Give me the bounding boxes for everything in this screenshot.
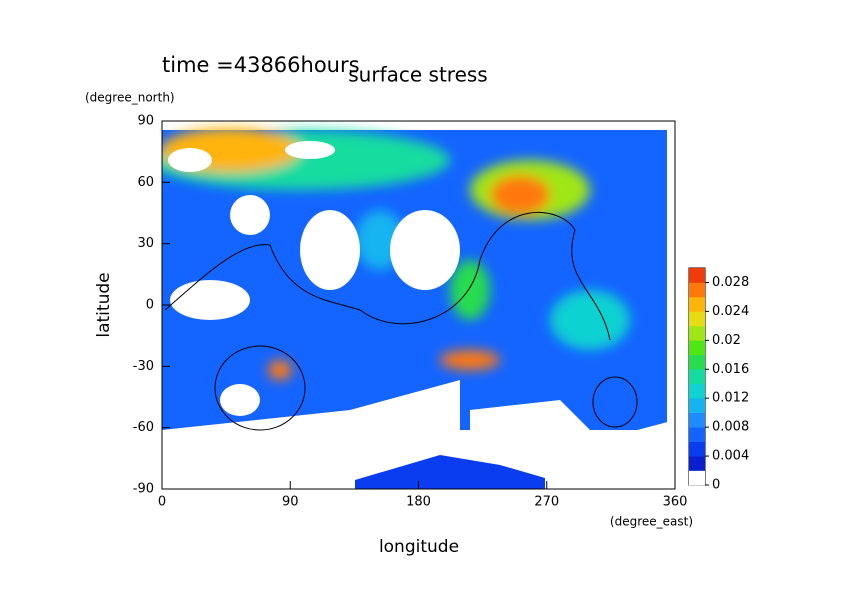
x-tick-label: 180 — [406, 495, 431, 510]
colorbar-band — [689, 340, 705, 356]
x-tick-label: 0 — [158, 495, 166, 510]
y-tick-label: 30 — [137, 236, 154, 251]
colorbar-band — [689, 441, 705, 457]
x-axis-label: longitude — [379, 537, 459, 557]
y-axis-label: latitude — [94, 272, 114, 337]
colorbar-band — [689, 282, 705, 298]
x-tick-label: 360 — [663, 495, 688, 510]
colorbar-band — [689, 311, 705, 327]
colorbar-tick-label: 0.016 — [712, 362, 749, 377]
chart-title: surface stress — [348, 63, 487, 87]
colorbar-tick-label: 0.02 — [712, 333, 741, 348]
colorbar-band — [689, 325, 705, 341]
colorbar-band — [689, 268, 705, 283]
y-tick-label: -60 — [133, 420, 154, 435]
colorbar-band — [689, 456, 705, 471]
x-tick-label: 270 — [534, 495, 559, 510]
x-unit: (degree_east) — [610, 515, 693, 529]
colorbar-tick-label: 0.012 — [712, 391, 749, 406]
time-annotation: time =43866hours — [162, 53, 360, 77]
colorbar-band — [689, 398, 705, 413]
y-tick-label: -90 — [133, 482, 154, 497]
y-tick-label: 60 — [137, 175, 154, 190]
colorbar-tick-label: 0.004 — [712, 449, 749, 464]
colorbar-band — [689, 427, 705, 442]
colorbar-band — [689, 383, 705, 399]
colorbar-band — [689, 296, 705, 312]
colorbar-band — [689, 470, 705, 486]
colorbar-tick-label: 0.028 — [712, 275, 749, 290]
colorbar-tick-label: 0.024 — [712, 304, 749, 319]
colorbar-tick-label: 0.008 — [712, 420, 749, 435]
y-unit: (degree_north) — [85, 91, 175, 105]
colorbar-band — [689, 369, 705, 385]
colorbar-tick-label: 0 — [712, 478, 720, 493]
y-tick-label: 90 — [137, 114, 154, 129]
x-tick-label: 90 — [282, 495, 299, 510]
y-tick-label: -30 — [133, 359, 154, 374]
colorbar-band — [689, 412, 705, 428]
contour-field — [162, 128, 675, 489]
colorbar-band — [689, 354, 705, 370]
y-tick-label: 0 — [146, 298, 154, 313]
